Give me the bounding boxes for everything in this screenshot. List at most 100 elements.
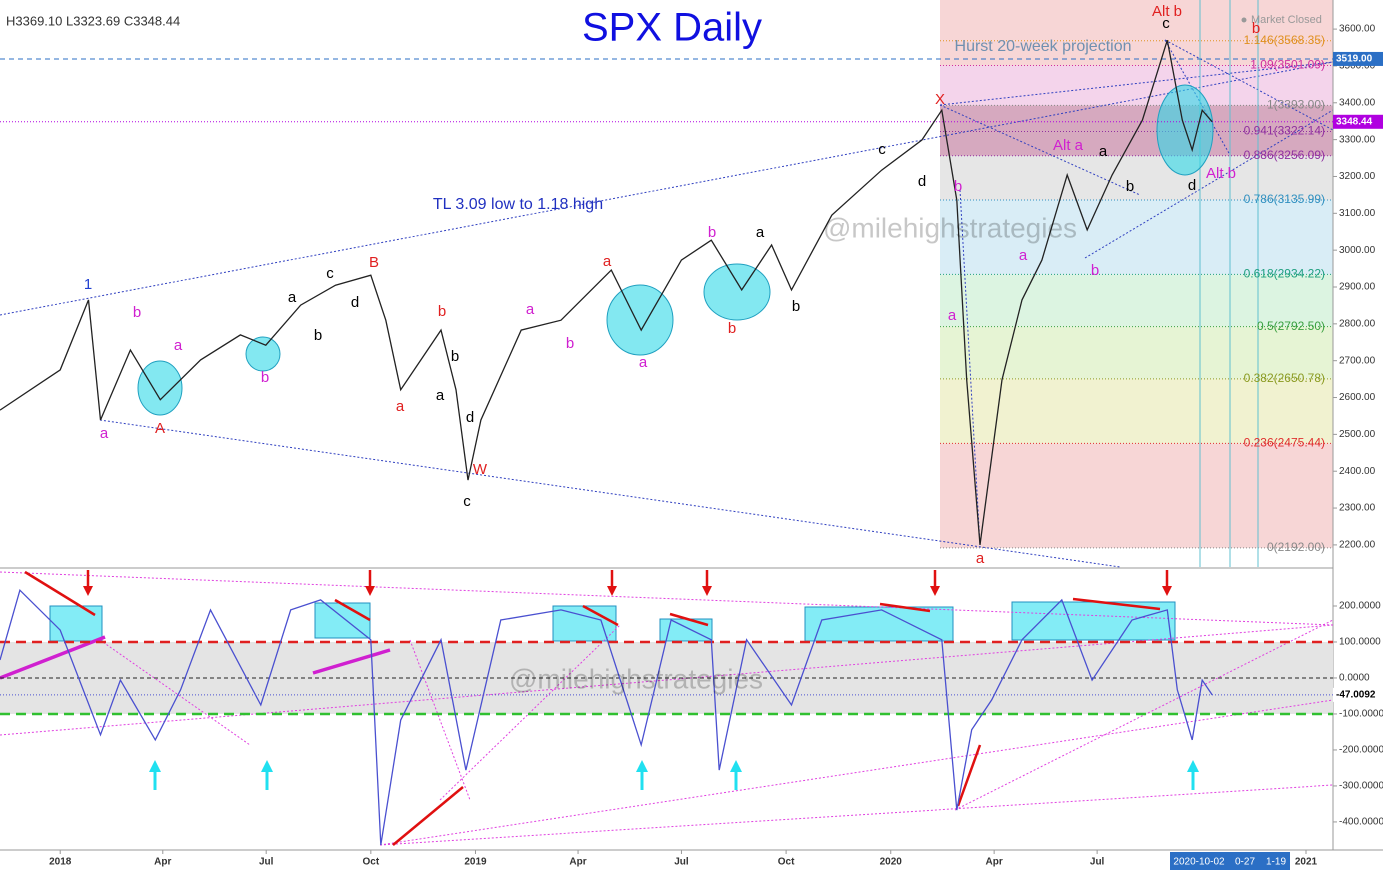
y-tick-label: 3200.00 [1339, 171, 1376, 182]
y-tick-label: 3300.00 [1339, 134, 1376, 145]
wave-label: B [369, 254, 379, 271]
x-tick-label: Apr [986, 857, 1003, 868]
x-tick-label: 2021 [1295, 857, 1318, 868]
highlight-box [659, 618, 713, 642]
status-dot [1241, 17, 1247, 23]
divergence-line [879, 602, 931, 613]
wave-label: Alt b [1152, 3, 1182, 20]
fib-label: 1.146(3568.35) [1244, 33, 1325, 47]
y-tick-label: 100.0000 [1339, 637, 1381, 648]
highlight-box [314, 602, 371, 639]
y-tick-label: -300.0000 [1339, 781, 1383, 792]
y-tick-label: 3600.00 [1339, 24, 1376, 35]
trend-line [379, 784, 1334, 846]
fib-label: 1(3393.00) [1267, 98, 1325, 112]
fib-band [940, 200, 1333, 275]
trend-line [379, 699, 1334, 846]
wave-label: d [1188, 177, 1196, 194]
price-tag [1333, 687, 1383, 702]
highlight-box [49, 605, 103, 642]
fib-band [940, 105, 1333, 132]
fib-label: 0.382(2650.78) [1244, 371, 1325, 385]
fib-label: 0.236(2475.44) [1244, 436, 1325, 450]
wave-label: d [918, 173, 926, 190]
wave-label: a [396, 398, 405, 415]
wave-label: a [948, 307, 957, 324]
wave-label: a [639, 354, 648, 371]
series-line [0, 588, 1213, 846]
wave-label: X [935, 91, 945, 108]
cursor-box [1170, 852, 1228, 870]
down-arrow-head [702, 586, 712, 596]
wave-label: c [463, 493, 471, 510]
wave-label: a [526, 301, 535, 318]
price-tag-label: -47.0092 [1336, 690, 1376, 701]
fib-band [940, 0, 1333, 41]
y-tick-label: 3100.00 [1339, 208, 1376, 219]
wave-label: a [976, 550, 985, 567]
ellipse [606, 284, 674, 356]
y-tick-label: 2500.00 [1339, 429, 1376, 440]
x-tick-label: Jul [1090, 857, 1105, 868]
y-tick-label: 3000.00 [1339, 245, 1376, 256]
y-tick-label: 2900.00 [1339, 282, 1376, 293]
fib-label: 1.09(3501.09) [1250, 58, 1325, 72]
down-arrow-head [930, 586, 940, 596]
cursor-box [1262, 852, 1290, 870]
divergence-line [956, 744, 982, 807]
wave-label: c [878, 141, 886, 158]
y-tick-label: 0.0000 [1339, 673, 1370, 684]
highlight-box [804, 606, 954, 642]
watermark: @milehighstrategies [509, 663, 763, 694]
fib-label: 0(2192.00) [1267, 540, 1325, 554]
cursor-box [1228, 852, 1262, 870]
wave-label: W [473, 461, 488, 478]
wave-label: b [954, 178, 962, 195]
wave-label: Alt b [1206, 165, 1236, 182]
price-tag [1333, 114, 1383, 129]
trend-line [0, 624, 1334, 736]
y-tick-label: 2400.00 [1339, 466, 1376, 477]
wave-label: a [1099, 143, 1108, 160]
y-tick-label: 2700.00 [1339, 355, 1376, 366]
x-tick-label: Apr [569, 857, 586, 868]
arrows [83, 570, 1199, 790]
wave-label: a [100, 425, 109, 442]
up-arrow-head [149, 760, 161, 772]
wave-label: b [566, 335, 574, 352]
price-tag [1333, 51, 1383, 66]
ellipse [245, 336, 281, 372]
wave-label: a [174, 337, 183, 354]
divergence-line [334, 598, 371, 622]
fib-band [940, 65, 1333, 106]
up-arrow-head [636, 760, 648, 772]
fib-band [940, 274, 1333, 327]
fib-zone [940, 0, 1333, 549]
trend-line [939, 104, 1141, 196]
wave-label: a [288, 289, 297, 306]
cursor-label: 0-27 [1235, 857, 1255, 868]
trend-line [959, 189, 981, 546]
wave-label: b [708, 224, 716, 241]
wave-label: b [1126, 178, 1134, 195]
wave-label: b [438, 303, 446, 320]
up-arrow-head [261, 760, 273, 772]
wave-label: b [728, 320, 736, 337]
up-arrow-head [1187, 760, 1199, 772]
ellipse [137, 360, 183, 416]
fib-label: 0.886(3256.09) [1244, 148, 1325, 162]
cursor-label: 1-19 [1266, 857, 1286, 868]
fib-band [940, 378, 1333, 444]
x-tick-label: Jul [259, 857, 274, 868]
wave-label: d [351, 294, 359, 311]
divergence-line [312, 648, 391, 675]
fib-band [940, 443, 1333, 548]
market-status: Market Closed [1251, 14, 1322, 26]
wave-label: TL 3.09 low to 1.18 high [433, 196, 603, 213]
fib-band [940, 326, 1333, 379]
wave-label: Alt a [1053, 137, 1084, 154]
x-tick-label: Oct [362, 857, 379, 868]
wave-label: b [261, 369, 269, 386]
wave-label: a [756, 224, 765, 241]
